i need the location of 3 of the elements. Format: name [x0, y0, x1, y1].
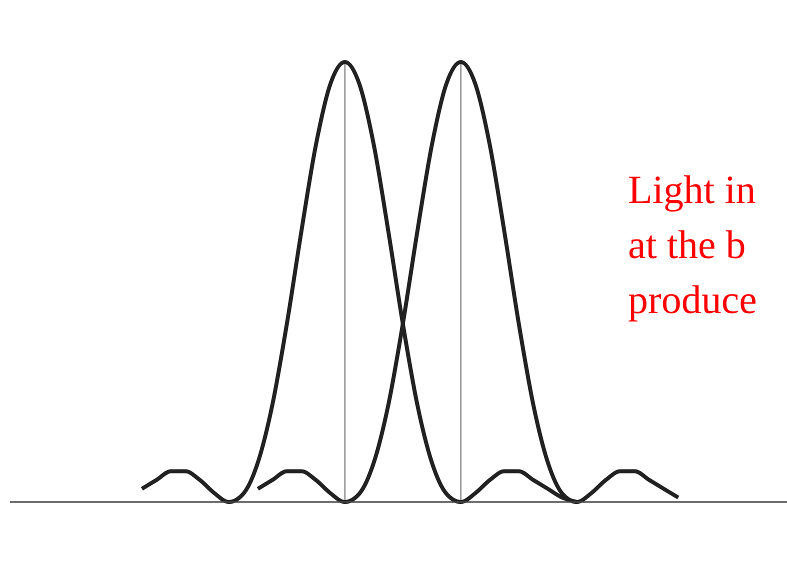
annotation: Light in — [628, 166, 757, 214]
annotation: at the b — [628, 221, 747, 269]
annotation: produce — [628, 276, 757, 324]
